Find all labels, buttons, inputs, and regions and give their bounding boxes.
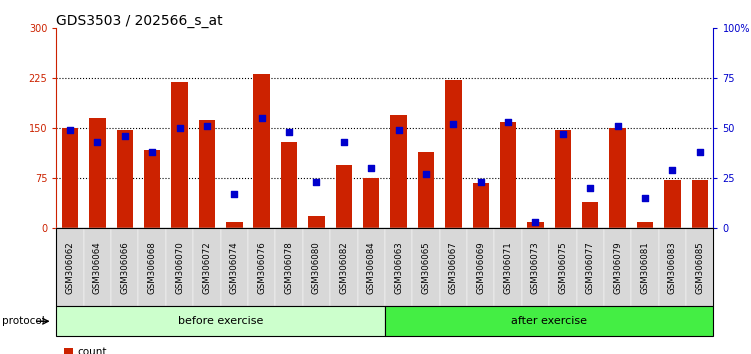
- Point: [365, 166, 377, 171]
- Bar: [171, 82, 188, 228]
- Text: GSM306070: GSM306070: [175, 241, 184, 294]
- Point: [639, 195, 651, 201]
- Bar: [281, 142, 297, 228]
- Text: GSM306082: GSM306082: [339, 241, 348, 294]
- Text: GSM306085: GSM306085: [695, 241, 704, 294]
- Point: [420, 171, 432, 177]
- Bar: [62, 129, 78, 228]
- Point: [338, 139, 350, 145]
- Point: [119, 133, 131, 139]
- Bar: [253, 74, 270, 228]
- Point: [310, 179, 322, 185]
- Text: GSM306068: GSM306068: [148, 241, 157, 294]
- Text: GSM306077: GSM306077: [586, 241, 595, 294]
- Text: GSM306083: GSM306083: [668, 241, 677, 294]
- Text: protocol: protocol: [2, 316, 44, 326]
- Point: [146, 149, 158, 155]
- Bar: [199, 120, 215, 228]
- Point: [393, 127, 405, 133]
- Text: GSM306073: GSM306073: [531, 241, 540, 294]
- Text: GSM306067: GSM306067: [449, 241, 458, 294]
- Text: GSM306075: GSM306075: [558, 241, 567, 294]
- Text: GSM306063: GSM306063: [394, 241, 403, 294]
- Bar: [637, 222, 653, 228]
- Bar: [555, 130, 571, 228]
- Bar: [116, 130, 133, 228]
- Bar: [418, 152, 434, 228]
- Point: [255, 115, 267, 121]
- Text: GSM306072: GSM306072: [203, 241, 212, 294]
- Point: [92, 139, 104, 145]
- Text: GSM306065: GSM306065: [421, 241, 430, 294]
- Text: GSM306074: GSM306074: [230, 241, 239, 294]
- Point: [173, 126, 185, 131]
- Bar: [391, 115, 407, 228]
- Text: GDS3503 / 202566_s_at: GDS3503 / 202566_s_at: [56, 14, 223, 28]
- Point: [611, 124, 623, 129]
- Text: GSM306066: GSM306066: [120, 241, 129, 294]
- Text: GSM306084: GSM306084: [366, 241, 376, 294]
- Point: [64, 127, 76, 133]
- Text: count: count: [77, 347, 107, 354]
- Text: GSM306076: GSM306076: [257, 241, 266, 294]
- Bar: [89, 118, 106, 228]
- Point: [502, 120, 514, 125]
- Text: before exercise: before exercise: [178, 316, 264, 326]
- Bar: [609, 129, 626, 228]
- Bar: [308, 216, 324, 228]
- Text: after exercise: after exercise: [511, 316, 587, 326]
- Text: GSM306069: GSM306069: [476, 241, 485, 293]
- Text: GSM306064: GSM306064: [93, 241, 102, 294]
- Text: GSM306081: GSM306081: [641, 241, 650, 294]
- Text: GSM306079: GSM306079: [613, 241, 622, 293]
- Text: GSM306062: GSM306062: [65, 241, 74, 294]
- Bar: [445, 80, 462, 228]
- Point: [529, 219, 541, 225]
- Bar: [472, 183, 489, 228]
- Text: GSM306080: GSM306080: [312, 241, 321, 294]
- Point: [475, 179, 487, 185]
- Point: [228, 192, 240, 197]
- Point: [666, 167, 678, 173]
- Point: [201, 124, 213, 129]
- Point: [584, 185, 596, 191]
- Text: GSM306071: GSM306071: [504, 241, 513, 294]
- Bar: [363, 178, 379, 228]
- Point: [556, 131, 569, 137]
- Bar: [226, 222, 243, 228]
- Point: [694, 149, 706, 155]
- Point: [283, 130, 295, 135]
- Text: GSM306078: GSM306078: [285, 241, 294, 294]
- Bar: [336, 165, 352, 228]
- Bar: [500, 122, 517, 228]
- Bar: [582, 202, 599, 228]
- Bar: [664, 180, 680, 228]
- Bar: [144, 150, 161, 228]
- Bar: [527, 222, 544, 228]
- Bar: [692, 180, 708, 228]
- Point: [448, 121, 460, 127]
